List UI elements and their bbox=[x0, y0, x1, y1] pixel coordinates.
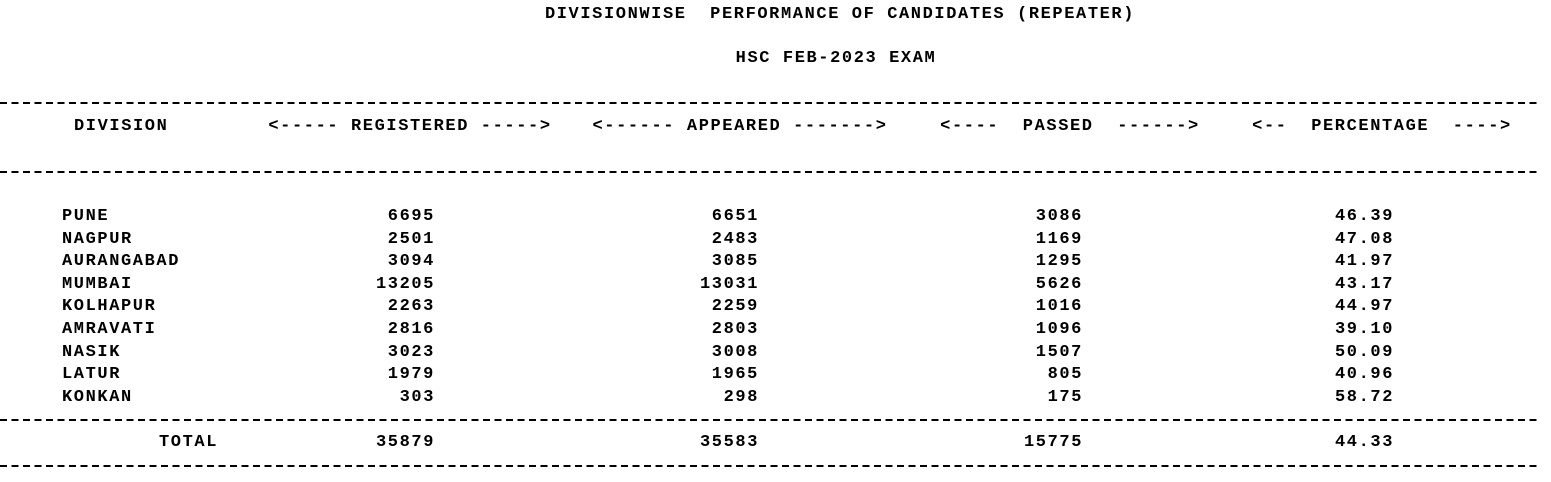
header-percentage: <-- PERCENTAGE ----> bbox=[1252, 117, 1512, 136]
cell-passed: 175 bbox=[1047, 387, 1083, 407]
cell-passed: 1507 bbox=[1035, 342, 1083, 362]
divider bbox=[0, 465, 1538, 467]
cell-percentage: 58.72 bbox=[1334, 387, 1394, 407]
cell-appeared: 298 bbox=[723, 387, 759, 407]
cell-registered: 303 bbox=[399, 387, 435, 407]
header-registered: <----- REGISTERED -----> bbox=[268, 117, 552, 136]
cell-passed: 1096 bbox=[1035, 320, 1083, 339]
cell-percentage: 39.10 bbox=[1334, 320, 1394, 339]
header-division: DIVISION bbox=[74, 117, 169, 136]
cell-appeared: 13031 bbox=[699, 274, 759, 294]
cell-appeared: 3085 bbox=[711, 252, 759, 272]
divider bbox=[0, 171, 1538, 173]
cell-registered: 13205 bbox=[375, 274, 435, 294]
cell-registered: 2501 bbox=[387, 229, 435, 249]
header-appeared: <------ APPEARED -------> bbox=[592, 117, 888, 136]
cell-percentage: 47.08 bbox=[1334, 229, 1394, 249]
cell-passed: 5626 bbox=[1035, 274, 1083, 294]
cell-division: MUMBAI bbox=[62, 274, 133, 294]
cell-percentage: 46.39 bbox=[1334, 207, 1394, 226]
cell-division: KONKAN bbox=[62, 387, 133, 407]
cell-division: NASIK bbox=[62, 342, 122, 362]
cell-passed: 1016 bbox=[1035, 297, 1083, 317]
cell-percentage: 40.96 bbox=[1334, 365, 1394, 385]
total-percentage: 44.33 bbox=[1334, 433, 1394, 452]
cell-division: PUNE bbox=[62, 207, 110, 226]
cell-percentage: 44.97 bbox=[1334, 297, 1394, 317]
cell-division: KOLHAPUR bbox=[62, 297, 157, 317]
total-appeared: 35583 bbox=[699, 433, 759, 452]
report-subtitle: HSC FEB-2023 EXAM bbox=[735, 49, 937, 68]
cell-appeared: 2259 bbox=[711, 297, 759, 317]
report-title: DIVISIONWISE PERFORMANCE OF CANDIDATES (… bbox=[544, 5, 1136, 24]
total-label: TOTAL bbox=[158, 433, 218, 452]
cell-division: AMRAVATI bbox=[62, 320, 157, 339]
cell-division: LATUR bbox=[62, 365, 122, 385]
total-passed: 15775 bbox=[1023, 433, 1083, 452]
cell-percentage: 43.17 bbox=[1334, 274, 1394, 294]
cell-passed: 805 bbox=[1047, 365, 1083, 385]
total-registered: 35879 bbox=[375, 433, 435, 452]
cell-passed: 1169 bbox=[1035, 229, 1083, 249]
divider bbox=[0, 102, 1538, 104]
header-passed: <---- PASSED ------> bbox=[940, 117, 1200, 136]
cell-registered: 3094 bbox=[387, 252, 435, 272]
cell-passed: 1295 bbox=[1035, 252, 1083, 272]
cell-registered: 6695 bbox=[387, 207, 435, 226]
cell-division: AURANGABAD bbox=[62, 252, 181, 272]
cell-appeared: 3008 bbox=[711, 342, 759, 362]
cell-appeared: 1965 bbox=[711, 365, 759, 385]
cell-registered: 3023 bbox=[387, 342, 435, 362]
cell-registered: 1979 bbox=[387, 365, 435, 385]
cell-registered: 2816 bbox=[387, 320, 435, 339]
cell-passed: 3086 bbox=[1035, 207, 1083, 226]
cell-registered: 2263 bbox=[387, 297, 435, 317]
cell-percentage: 41.97 bbox=[1334, 252, 1394, 272]
cell-division: NAGPUR bbox=[62, 229, 133, 249]
cell-appeared: 2803 bbox=[711, 320, 759, 339]
cell-appeared: 6651 bbox=[711, 207, 759, 226]
cell-percentage: 50.09 bbox=[1334, 342, 1394, 362]
cell-appeared: 2483 bbox=[711, 229, 759, 249]
divider bbox=[0, 419, 1538, 421]
